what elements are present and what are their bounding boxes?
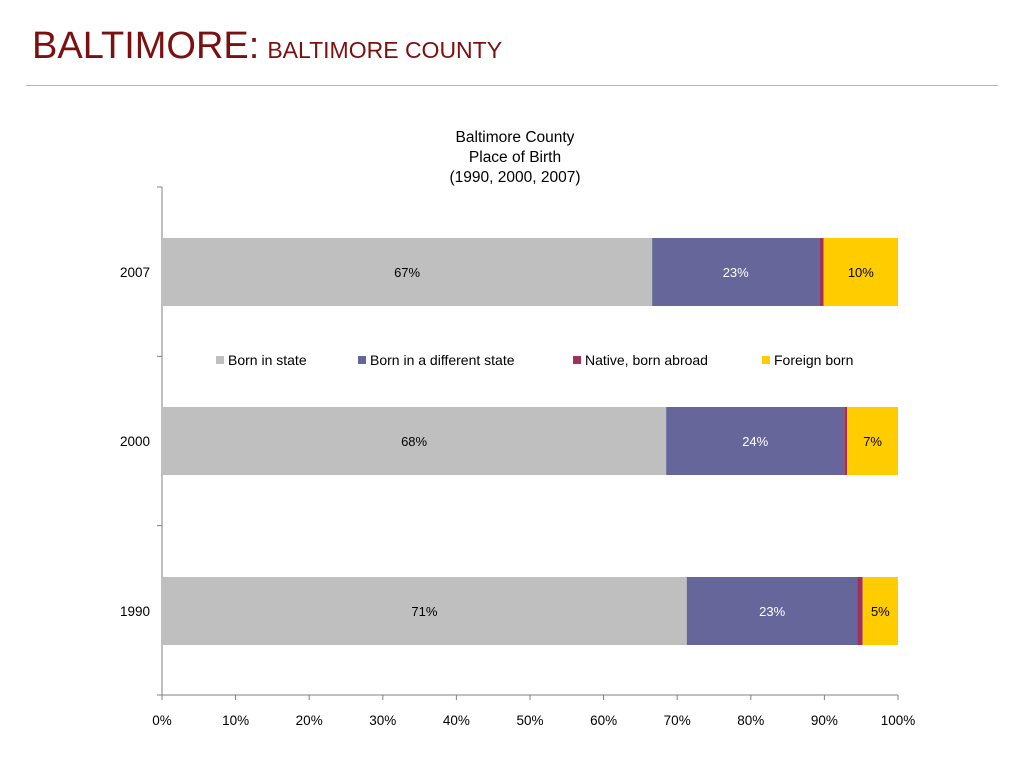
legend-label: Born in state (228, 352, 307, 368)
legend-swatch (358, 356, 366, 364)
x-tick-label: 80% (737, 713, 764, 728)
data-label: 7% (863, 434, 882, 449)
bar-segment (847, 407, 898, 475)
slide-title-main: BALTIMORE: (32, 25, 260, 67)
bar-segment (162, 238, 653, 306)
data-label: 23% (759, 604, 785, 619)
data-label: 10% (848, 265, 874, 280)
x-tick-label: 20% (296, 713, 323, 728)
legend-item: Native, born abroad (573, 352, 708, 368)
x-tick-label: 50% (516, 713, 543, 728)
legend-item: Foreign born (762, 352, 853, 368)
bar-segment (819, 238, 824, 306)
x-tick-label: 90% (811, 713, 838, 728)
x-tick-label: 30% (369, 713, 396, 728)
category-label: 2000 (120, 434, 150, 449)
bar-segment (844, 407, 848, 475)
legend-swatch (762, 356, 770, 364)
bar-segment (686, 577, 858, 645)
legend-swatch (573, 356, 581, 364)
chart-title-line-2: Place of Birth (468, 149, 562, 166)
data-label: 5% (871, 604, 890, 619)
bar-segment (862, 577, 898, 645)
data-label: 23% (723, 265, 749, 280)
slide-title: BALTIMORE: BALTIMORE COUNTY (32, 22, 502, 78)
data-label: 68% (401, 434, 427, 449)
category-label: 1990 (120, 604, 150, 619)
legend-label: Born in a different state (370, 352, 515, 368)
chart-title-line-1: Baltimore County (455, 129, 575, 146)
slide-title-sub: BALTIMORE COUNTY (267, 37, 503, 63)
bar-segment (823, 238, 898, 306)
legend-label: Foreign born (774, 352, 854, 368)
x-tick-label: 40% (443, 713, 470, 728)
legend-label: Native, born abroad (585, 352, 708, 368)
data-label: 67% (394, 265, 420, 280)
chart-legend: Born in state Born in a different state Na… (216, 352, 916, 370)
x-tick-label: 70% (664, 713, 691, 728)
chart-title: Baltimore County Place of Birth (1990, 2… (365, 128, 665, 188)
legend-item: Born in state (216, 352, 307, 368)
bar-segment (857, 577, 863, 645)
category-label: 2007 (120, 265, 150, 280)
bar-segment (162, 407, 667, 475)
x-tick-label: 100% (881, 713, 916, 728)
title-rule (26, 85, 998, 86)
x-tick-label: 10% (222, 713, 249, 728)
data-label: 71% (411, 604, 437, 619)
x-tick-label: 0% (152, 713, 172, 728)
bar-segment (162, 577, 687, 645)
bar-segment (652, 238, 820, 306)
data-label: 24% (742, 434, 768, 449)
chart-title-line-3: (1990, 2000, 2007) (449, 169, 581, 186)
legend-swatch (216, 356, 224, 364)
x-tick-label: 60% (590, 713, 617, 728)
legend-item: Born in a different state (358, 352, 515, 368)
bar-segment (666, 407, 845, 475)
